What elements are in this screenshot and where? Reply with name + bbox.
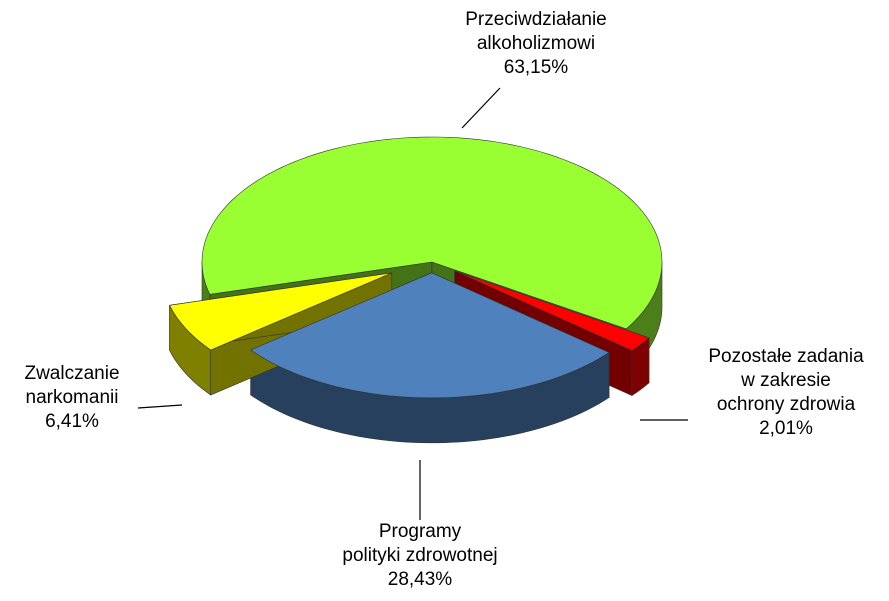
category-label: Pozostałe zadania w zakresie ochrony zdr… (708, 346, 864, 415)
value-label: 63,15% (503, 57, 569, 78)
value-label: 2,01% (759, 418, 813, 439)
category-label: Programy polityki zdrowotnej (342, 521, 498, 566)
category-label: Przeciwdziałanie alkoholizmowi (465, 9, 607, 54)
slice (169, 272, 392, 351)
slice (250, 272, 610, 399)
slice (454, 270, 650, 351)
slice-label: Programy polityki zdrowotnej 28,43% (320, 520, 520, 592)
slice-label: Pozostałe zadania w zakresie ochrony zdr… (686, 345, 886, 441)
tops (169, 136, 663, 399)
leader-line (137, 404, 183, 409)
category-label: Zwalczanie narkomanii (24, 363, 120, 408)
value-label: 6,41% (45, 411, 99, 432)
slice-label: Zwalczanie narkomanii 6,41% (2, 362, 142, 434)
slice-label: Przeciwdziałanie alkoholizmowi 63,15% (451, 8, 621, 80)
value-label: 28,43% (387, 569, 453, 590)
slice (201, 136, 663, 330)
leader-line (461, 87, 501, 129)
